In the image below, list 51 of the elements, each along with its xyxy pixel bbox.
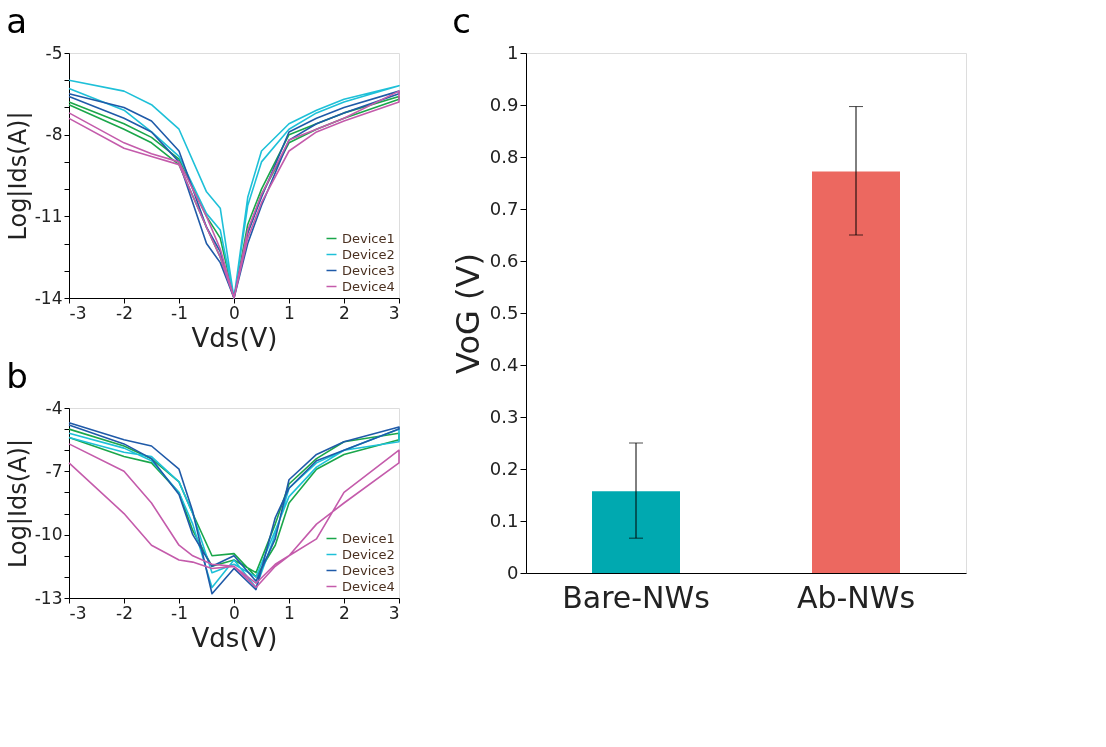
x-tick-label: 2 <box>339 602 350 623</box>
x-tick-label: 1 <box>284 602 295 623</box>
x-tick-label: -3 <box>69 602 87 623</box>
x-tick-label: 2 <box>339 302 350 323</box>
y-axis-title: VoG (V) <box>448 253 487 374</box>
x-tick-label: 3 <box>388 302 400 323</box>
y-tick-label: 0.4 <box>489 353 519 375</box>
x-axis-title: Vds(V) <box>191 622 278 653</box>
x-tick-label: -3 <box>69 302 87 323</box>
y-tick-label: -10 <box>34 524 63 545</box>
x-tick-label: 1 <box>284 302 295 323</box>
y-axis-title: Log|Ids(A)| <box>3 439 32 568</box>
y-tick-label: 0.2 <box>489 457 519 479</box>
y-tick-label: 0 <box>507 561 519 583</box>
x-tick-label: -2 <box>116 602 133 623</box>
y-tick-label: 0.1 <box>489 509 519 531</box>
x-tick-label: Ab-NWs <box>796 579 916 615</box>
legend-label: Device3 <box>342 262 395 278</box>
y-tick-label: 1 <box>507 41 519 63</box>
y-tick-label: -14 <box>34 287 63 308</box>
y-axis-title: Log|Ids(A)| <box>3 111 32 241</box>
legend-label: Device4 <box>342 278 395 294</box>
legend-label: Device4 <box>342 578 395 594</box>
legend-label: Device2 <box>342 546 395 562</box>
chart-title: a <box>6 1 28 41</box>
x-axis-title: Vds(V) <box>191 322 278 353</box>
y-tick-label: 0.8 <box>489 145 519 167</box>
y-tick-label: -13 <box>34 587 63 608</box>
y-tick-label: 0.7 <box>489 197 519 219</box>
y-tick-label: -11 <box>34 205 63 226</box>
y-tick-label: -5 <box>45 42 63 63</box>
x-tick-label: -1 <box>171 302 188 323</box>
y-tick-label: -7 <box>45 460 63 481</box>
y-tick-label: 0.9 <box>489 93 519 115</box>
chart-title: c <box>452 1 472 41</box>
y-tick-label: 0.6 <box>489 249 519 271</box>
x-tick-label: -1 <box>171 602 188 623</box>
legend-label: Device1 <box>342 530 395 546</box>
x-tick-label: Bare-NWs <box>562 579 710 615</box>
x-tick-label: 0 <box>229 602 240 623</box>
chart-title: b <box>6 356 28 396</box>
legend-label: Device1 <box>342 230 395 246</box>
x-tick-label: 0 <box>229 302 240 323</box>
x-tick-label: -2 <box>116 302 133 323</box>
legend-label: Device3 <box>342 562 395 578</box>
y-tick-label: -4 <box>45 397 63 418</box>
y-tick-label: 0.3 <box>489 405 519 427</box>
legend-label: Device2 <box>342 246 395 262</box>
x-tick-label: 3 <box>388 602 400 623</box>
y-tick-label: -8 <box>45 124 63 145</box>
y-tick-label: 0.5 <box>489 301 519 323</box>
